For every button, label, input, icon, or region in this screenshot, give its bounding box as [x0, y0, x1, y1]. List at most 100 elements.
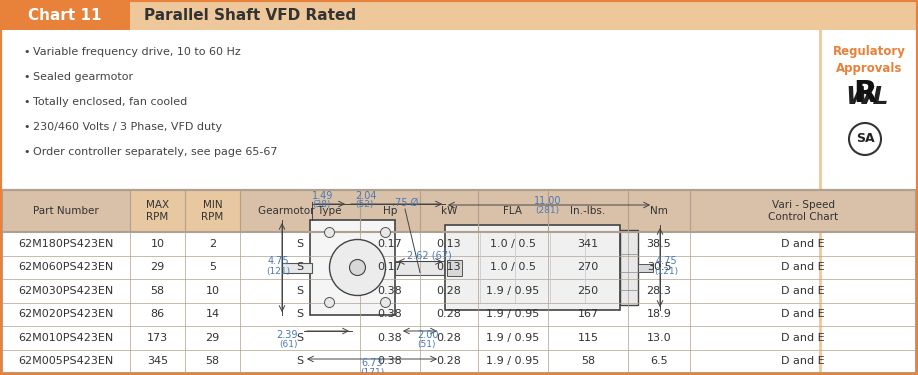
Bar [548, 190, 628, 232]
Text: 0.28: 0.28 [437, 286, 462, 296]
Bar [2, 190, 916, 373]
Bar [638, 264, 653, 272]
Text: •: • [23, 147, 29, 157]
Text: S: S [297, 286, 304, 296]
Text: Nm: Nm [650, 206, 668, 216]
Text: 10: 10 [206, 286, 219, 296]
Text: 230/460 Volts / 3 Phase, VFD duty: 230/460 Volts / 3 Phase, VFD duty [33, 122, 222, 132]
Text: (38): (38) [312, 201, 330, 210]
Text: 0.17: 0.17 [377, 262, 402, 272]
Text: 0.28: 0.28 [437, 333, 462, 343]
Bar [2, 190, 130, 232]
Text: 1.9 / 0.95: 1.9 / 0.95 [487, 356, 540, 366]
Text: kW: kW [441, 206, 457, 216]
Text: 1.9 / 0.95: 1.9 / 0.95 [487, 333, 540, 343]
Bar [620, 230, 638, 305]
Text: D and E: D and E [781, 286, 824, 296]
Bar [478, 190, 548, 232]
Text: D and E: D and E [781, 262, 824, 272]
Text: 115: 115 [577, 333, 599, 343]
Bar [130, 0, 918, 30]
Text: (121): (121) [654, 267, 678, 276]
Text: •: • [23, 122, 29, 132]
Text: D and E: D and E [781, 309, 824, 319]
Text: 38.5: 38.5 [646, 239, 671, 249]
Bar [447, 260, 462, 276]
Bar [628, 190, 690, 232]
Text: •: • [23, 97, 29, 107]
Bar [310, 220, 395, 315]
Bar [0, 0, 1, 375]
Text: D and E: D and E [781, 356, 824, 366]
Text: 4.75: 4.75 [655, 256, 677, 267]
Text: 270: 270 [577, 262, 599, 272]
Text: 6.73: 6.73 [362, 358, 383, 368]
Text: 14: 14 [206, 309, 219, 319]
Text: R: R [853, 80, 877, 108]
Text: 58: 58 [206, 356, 219, 366]
Text: 6.5: 6.5 [650, 356, 667, 366]
Circle shape [324, 297, 334, 307]
Text: 345: 345 [147, 356, 168, 366]
Text: 2.00: 2.00 [417, 330, 439, 340]
Text: Parallel Shaft VFD Rated: Parallel Shaft VFD Rated [144, 8, 356, 22]
Bar [690, 190, 916, 232]
Text: 0.17: 0.17 [377, 239, 402, 249]
Text: Totally enclosed, fan cooled: Totally enclosed, fan cooled [33, 97, 187, 107]
Text: (52): (52) [355, 201, 374, 210]
Text: 0.28: 0.28 [437, 309, 462, 319]
Text: S: S [297, 309, 304, 319]
Text: 28.3: 28.3 [646, 286, 671, 296]
Text: WL: WL [845, 85, 889, 109]
Bar [282, 262, 312, 273]
Text: FLA: FLA [503, 206, 522, 216]
Circle shape [350, 260, 365, 276]
Text: SA: SA [856, 132, 874, 146]
Text: 173: 173 [147, 333, 168, 343]
Text: Regulatory
Approvals: Regulatory Approvals [833, 45, 905, 75]
Text: (171): (171) [360, 369, 384, 375]
Text: 2: 2 [209, 239, 216, 249]
Text: S: S [297, 239, 304, 249]
Text: 0.28: 0.28 [437, 356, 462, 366]
Text: Sealed gearmotor: Sealed gearmotor [33, 72, 133, 82]
Text: Part Number: Part Number [33, 206, 99, 216]
Text: (121): (121) [266, 267, 290, 276]
Text: 341: 341 [577, 239, 599, 249]
Text: Gearmotor Type: Gearmotor Type [258, 206, 341, 216]
Text: •: • [23, 47, 29, 57]
Text: 5: 5 [209, 262, 216, 272]
Text: 167: 167 [577, 309, 599, 319]
Text: 2.62 (67): 2.62 (67) [407, 251, 452, 261]
Bar [130, 190, 185, 232]
Text: (281): (281) [535, 206, 560, 214]
Text: MIN
RPM: MIN RPM [201, 200, 224, 222]
Text: .75 Ø: .75 Ø [392, 198, 418, 208]
Text: 62M020PS423EN: 62M020PS423EN [18, 309, 114, 319]
Text: 4.75: 4.75 [267, 256, 289, 267]
Text: 58: 58 [151, 286, 164, 296]
Text: 62M005PS423EN: 62M005PS423EN [18, 356, 114, 366]
Text: 62M060PS423EN: 62M060PS423EN [18, 262, 114, 272]
Text: Vari - Speed
Control Chart: Vari - Speed Control Chart [768, 200, 838, 222]
Text: 250: 250 [577, 286, 599, 296]
Bar [240, 190, 360, 232]
Text: D and E: D and E [781, 333, 824, 343]
Bar [917, 0, 918, 375]
Bar [185, 190, 240, 232]
Bar [0, 374, 918, 375]
Text: 0.38: 0.38 [377, 356, 402, 366]
Text: 62M010PS423EN: 62M010PS423EN [18, 333, 114, 343]
Bar [420, 190, 478, 232]
Text: (51): (51) [417, 340, 435, 350]
Bar [360, 190, 420, 232]
Text: Hp: Hp [383, 206, 397, 216]
Text: 1.9 / 0.95: 1.9 / 0.95 [487, 286, 540, 296]
Text: 11.00: 11.00 [533, 196, 561, 206]
Circle shape [849, 123, 881, 155]
Circle shape [324, 228, 334, 237]
Text: 18.9: 18.9 [646, 309, 671, 319]
Text: 0.13: 0.13 [437, 239, 462, 249]
Bar [445, 225, 620, 310]
Text: 10: 10 [151, 239, 164, 249]
